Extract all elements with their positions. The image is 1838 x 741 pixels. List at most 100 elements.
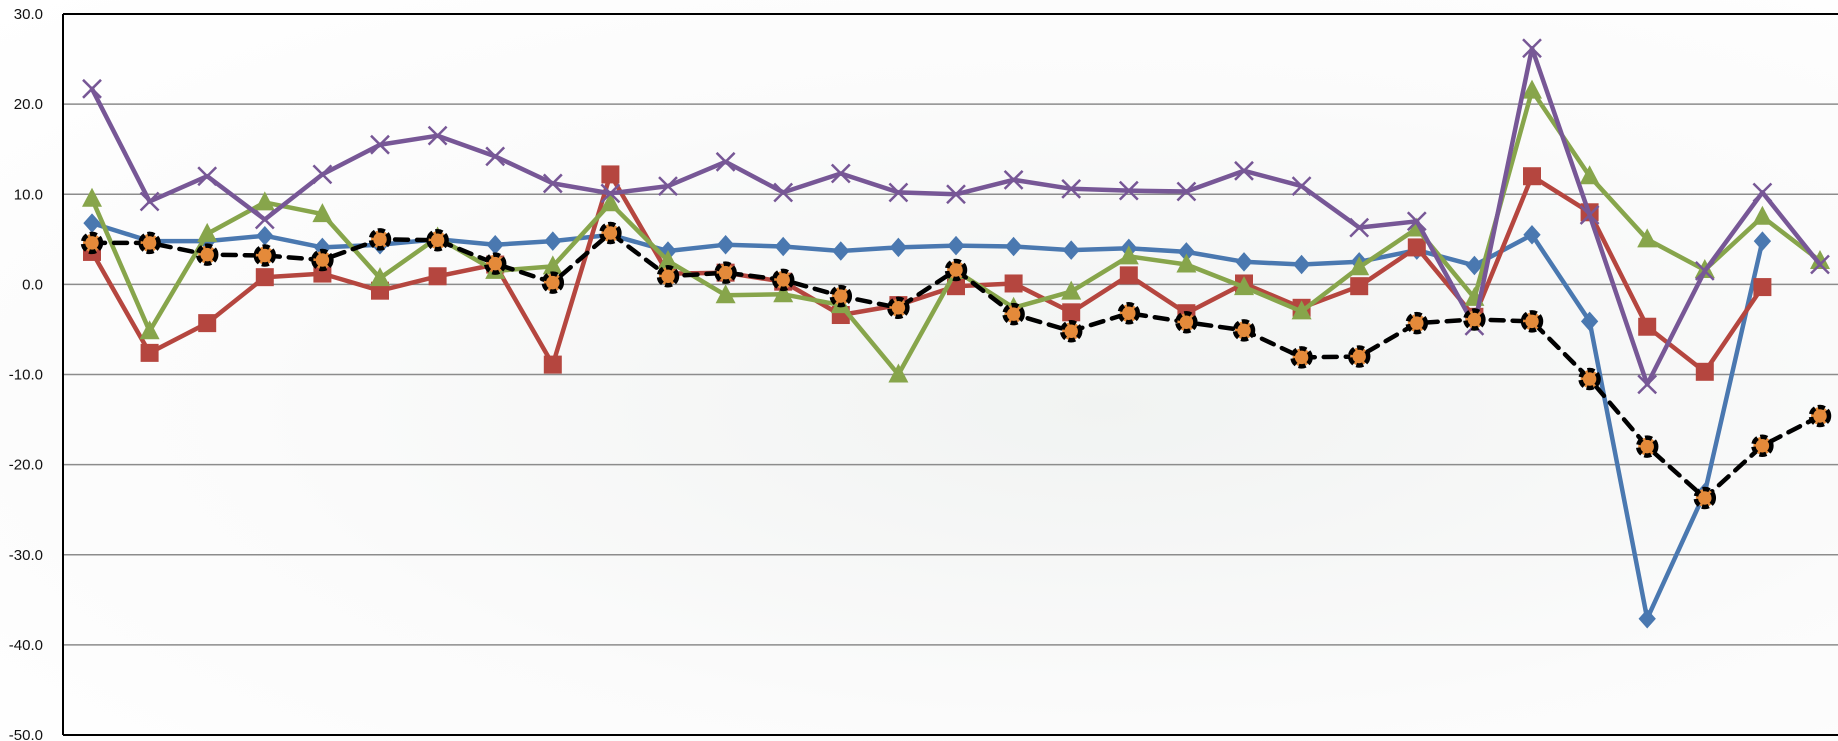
x-marker-stroke <box>485 146 506 167</box>
series-2 <box>83 165 1772 381</box>
triangle-marker <box>1752 205 1773 225</box>
circle-marker <box>1463 308 1486 331</box>
x-marker <box>830 163 851 184</box>
y-tick-label: 10.0 <box>14 186 43 203</box>
square-marker <box>1695 362 1714 381</box>
circle-marker <box>1405 311 1429 335</box>
triangle-marker <box>312 203 333 223</box>
square-marker <box>1350 277 1369 296</box>
circle-marker <box>1059 319 1083 343</box>
x-marker <box>542 173 563 194</box>
y-tick-label: 20.0 <box>14 96 43 113</box>
diamond-marker <box>1004 236 1023 257</box>
series-markers <box>83 165 1772 381</box>
x-marker-stroke <box>1291 176 1312 197</box>
x-marker-stroke <box>1694 260 1715 281</box>
circle-marker <box>138 231 161 255</box>
circle-marker <box>1290 346 1313 369</box>
y-tick-label: -30.0 <box>9 547 43 564</box>
x-marker-stroke <box>1003 169 1024 190</box>
x-marker <box>485 146 506 167</box>
x-marker <box>82 78 102 99</box>
x-marker <box>1061 178 1082 199</box>
y-tick-label: -50.0 <box>9 727 43 741</box>
diamond-marker <box>889 237 908 258</box>
square-marker <box>1407 238 1426 257</box>
triangle-marker <box>600 192 621 212</box>
x-marker-stroke <box>1176 181 1197 202</box>
triangle-marker <box>197 222 218 242</box>
triangle-marker <box>1234 276 1254 296</box>
diamond-marker <box>1580 311 1599 332</box>
x-marker-stroke <box>1637 374 1658 395</box>
triangle-marker <box>658 249 678 269</box>
circle-marker <box>1232 319 1256 342</box>
x-marker <box>1176 181 1197 202</box>
x-marker <box>1579 205 1600 225</box>
x-marker <box>888 182 909 203</box>
circle-marker <box>80 231 104 255</box>
gridlines <box>63 103 1838 646</box>
x-marker-stroke <box>1118 180 1139 201</box>
x-marker-stroke <box>1752 182 1773 203</box>
triangle-marker <box>1810 249 1830 269</box>
y-tick-label: -20.0 <box>9 457 43 474</box>
triangle-marker <box>542 255 563 275</box>
axes <box>62 13 1838 736</box>
circle-marker <box>483 252 507 275</box>
triangle-marker <box>1118 245 1139 265</box>
circle-marker <box>944 258 968 282</box>
triangle-marker <box>1291 300 1312 320</box>
circle-marker <box>253 244 277 267</box>
square-marker <box>1638 317 1657 336</box>
series-5 <box>80 221 1832 510</box>
x-marker-stroke <box>197 166 218 187</box>
diamond-marker <box>716 234 735 255</box>
circle-marker <box>426 228 449 252</box>
x-marker <box>1003 169 1024 190</box>
x-marker-stroke <box>1349 217 1370 238</box>
circle-marker <box>1635 435 1659 458</box>
square-marker <box>428 267 447 286</box>
x-marker-stroke <box>370 134 390 155</box>
series-markers <box>82 38 1830 395</box>
x-marker-stroke <box>1061 178 1082 199</box>
y-tick-labels: 30.0 20.0 10.0 0.0 -10.0 -20.0 -30.0 -40.0 -50.0 <box>9 6 43 741</box>
diamond-marker <box>256 225 274 246</box>
x-marker <box>1694 260 1715 281</box>
x-marker <box>254 209 275 230</box>
x-marker-stroke <box>888 182 909 203</box>
triangle-marker <box>1522 79 1542 99</box>
x-marker-stroke <box>1579 205 1600 225</box>
x-marker <box>1118 180 1139 201</box>
square-marker <box>601 165 620 184</box>
x-marker <box>139 191 160 212</box>
y-tick-label: -40.0 <box>9 637 43 654</box>
series-markers <box>80 221 1832 510</box>
triangle-marker <box>1061 280 1082 300</box>
square-marker <box>1004 274 1023 293</box>
diamond-marker <box>1235 252 1253 272</box>
x-marker <box>312 164 333 185</box>
x-marker-stroke <box>658 176 678 197</box>
diamond-marker <box>1062 240 1080 260</box>
x-marker <box>773 182 794 203</box>
circle-marker <box>599 221 622 245</box>
x-marker <box>197 166 218 187</box>
x-marker-stroke <box>1810 254 1830 275</box>
series-line <box>89 172 1765 375</box>
series-4 <box>82 38 1830 395</box>
diamond-marker <box>774 236 792 257</box>
x-marker-stroke <box>830 163 851 184</box>
diamond-marker <box>544 231 562 251</box>
circle-marker <box>541 271 565 294</box>
x-marker-stroke <box>715 151 736 172</box>
x-marker-stroke <box>946 184 966 205</box>
circle-marker <box>714 261 737 284</box>
circle-marker <box>1347 345 1371 368</box>
square-marker <box>371 281 389 300</box>
x-marker-stroke <box>427 125 448 146</box>
x-marker-stroke <box>139 191 160 212</box>
